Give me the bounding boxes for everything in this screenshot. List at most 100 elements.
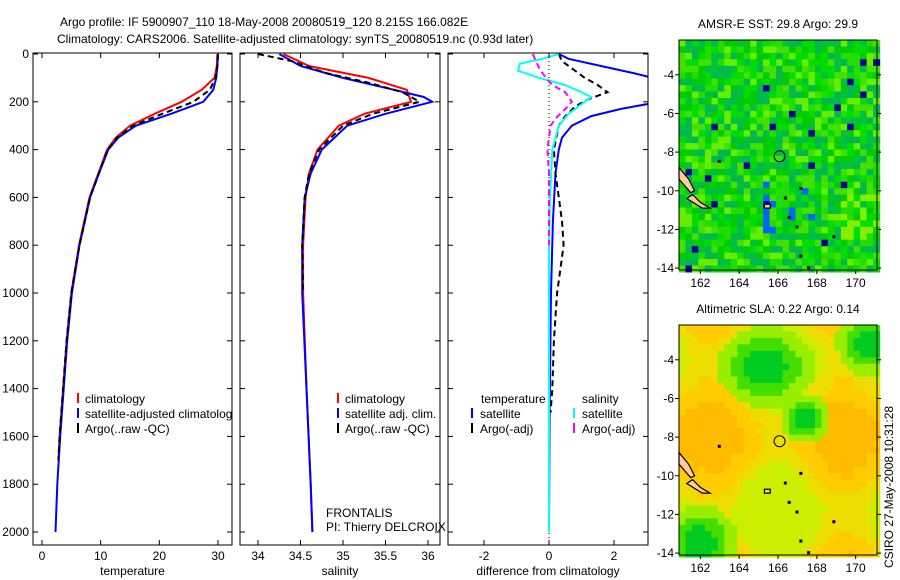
map-cell bbox=[808, 544, 816, 551]
map-cell bbox=[801, 473, 809, 481]
x-axis-label: difference from climatology bbox=[476, 564, 619, 578]
map-cell bbox=[743, 181, 751, 189]
map-cell bbox=[763, 156, 771, 163]
map-cell bbox=[795, 473, 803, 481]
map-cell bbox=[691, 143, 699, 151]
map-cell bbox=[704, 428, 712, 436]
map-cell bbox=[730, 466, 738, 474]
map-cell bbox=[724, 408, 732, 416]
map-cell bbox=[698, 149, 706, 157]
map-cell bbox=[763, 453, 771, 461]
map-cell bbox=[737, 408, 745, 416]
map-cell bbox=[821, 188, 829, 196]
map-cell bbox=[756, 357, 764, 365]
map-cell bbox=[821, 441, 829, 448]
map-cell bbox=[691, 40, 699, 47]
map-cell bbox=[847, 213, 855, 221]
map-cell bbox=[769, 363, 777, 371]
map-cell bbox=[743, 175, 751, 183]
map-cell bbox=[853, 252, 861, 260]
map-cell bbox=[711, 40, 719, 47]
map-cell bbox=[847, 383, 855, 390]
map-cell bbox=[814, 492, 822, 500]
map-cell bbox=[763, 220, 771, 228]
map-cell bbox=[821, 98, 829, 105]
map-cell bbox=[827, 98, 835, 105]
map-cell bbox=[717, 136, 725, 144]
map-cell bbox=[717, 350, 725, 358]
map-cell bbox=[717, 52, 725, 60]
map-cell bbox=[814, 259, 822, 266]
map-cell bbox=[840, 421, 848, 429]
map-cell bbox=[743, 188, 751, 196]
map-cell bbox=[801, 402, 809, 410]
map-cell bbox=[782, 402, 790, 410]
map-cell bbox=[834, 479, 842, 487]
map-cell bbox=[789, 479, 797, 487]
map-cell bbox=[763, 239, 771, 247]
map-cell bbox=[808, 52, 816, 60]
map-cell bbox=[750, 265, 758, 273]
map-cell bbox=[743, 40, 751, 47]
map-cell bbox=[730, 428, 738, 436]
map-cell bbox=[685, 421, 693, 429]
map-cell bbox=[756, 98, 764, 105]
map-cell bbox=[724, 130, 732, 138]
map-cell bbox=[814, 265, 822, 273]
y-tick-label: 200 bbox=[9, 95, 29, 109]
map-cell bbox=[847, 428, 855, 436]
map-cell bbox=[840, 143, 848, 151]
map-cell bbox=[743, 252, 751, 260]
map-cell bbox=[711, 389, 719, 397]
map-cell bbox=[866, 52, 874, 60]
map-cell bbox=[866, 136, 874, 144]
map-cell bbox=[860, 149, 868, 157]
map-cell bbox=[795, 46, 803, 54]
map-cell bbox=[685, 331, 693, 339]
map-cell bbox=[782, 98, 790, 105]
map-cell bbox=[840, 441, 848, 448]
map-cell bbox=[691, 363, 699, 371]
map-cell bbox=[834, 473, 842, 481]
map-cell bbox=[827, 441, 835, 448]
island-dot bbox=[799, 254, 803, 258]
map-cell bbox=[730, 537, 738, 545]
map-cell bbox=[763, 428, 771, 436]
map-cell bbox=[834, 505, 842, 513]
map-cell bbox=[730, 415, 738, 423]
map-cell bbox=[750, 370, 758, 378]
map-cell bbox=[711, 486, 719, 494]
map-cell bbox=[750, 149, 758, 157]
map-cell bbox=[789, 78, 797, 86]
map-cell bbox=[840, 550, 848, 558]
map-cell bbox=[724, 72, 732, 80]
map-cell bbox=[866, 149, 874, 157]
map-cell bbox=[730, 194, 738, 202]
map-cell bbox=[711, 85, 719, 93]
map-cell bbox=[730, 395, 738, 403]
map-cell bbox=[679, 434, 687, 442]
map-cell bbox=[801, 453, 809, 461]
map-cell bbox=[866, 441, 874, 448]
map-cell bbox=[840, 130, 848, 138]
map-cell bbox=[776, 363, 784, 371]
map-cell bbox=[750, 544, 758, 551]
map-cell bbox=[853, 486, 861, 494]
map-cell bbox=[782, 325, 790, 332]
map-cell bbox=[691, 350, 699, 358]
map-cell bbox=[769, 537, 777, 545]
map-cell bbox=[853, 518, 861, 526]
map-cell bbox=[750, 337, 758, 345]
map-cell bbox=[730, 421, 738, 429]
legend-label: Argo(..raw -QC) bbox=[345, 422, 430, 436]
map-cell bbox=[847, 149, 855, 157]
x-tick-label: 35.5 bbox=[374, 549, 398, 563]
map-cell bbox=[750, 226, 758, 234]
map-cell bbox=[834, 226, 842, 234]
map-cell bbox=[847, 544, 855, 551]
y-tick-label: 1000 bbox=[2, 286, 29, 300]
map-cell bbox=[795, 130, 803, 138]
map-cell bbox=[866, 59, 874, 67]
map-cell bbox=[789, 363, 797, 371]
map-cell bbox=[795, 117, 803, 125]
